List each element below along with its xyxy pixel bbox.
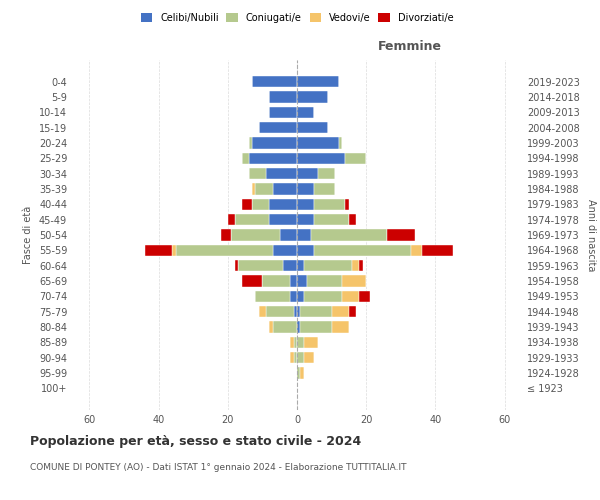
Bar [304, 290, 342, 302]
Bar [252, 198, 269, 210]
Bar [297, 260, 304, 272]
Bar [297, 352, 304, 364]
Bar [297, 198, 314, 210]
Bar [297, 322, 301, 333]
Bar [349, 214, 356, 226]
Bar [304, 336, 318, 348]
Bar [297, 137, 338, 148]
Text: COMUNE DI PONTEY (AO) - Dati ISTAT 1° gennaio 2024 - Elaborazione TUTTITALIA.IT: COMUNE DI PONTEY (AO) - Dati ISTAT 1° ge… [30, 463, 407, 472]
Bar [293, 336, 297, 348]
Bar [273, 322, 297, 333]
Bar [273, 183, 297, 194]
Bar [231, 229, 280, 241]
Bar [297, 106, 314, 118]
Bar [262, 276, 290, 287]
Bar [346, 198, 349, 210]
Bar [269, 106, 297, 118]
Bar [297, 122, 328, 134]
Bar [266, 306, 293, 318]
Legend: Celibi/Nubili, Coniugati/e, Vedovi/e, Divorziati/e: Celibi/Nubili, Coniugati/e, Vedovi/e, Di… [137, 9, 457, 26]
Bar [297, 276, 307, 287]
Bar [297, 152, 346, 164]
Bar [290, 276, 297, 287]
Bar [269, 198, 297, 210]
Bar [297, 76, 338, 88]
Bar [248, 152, 297, 164]
Bar [238, 260, 283, 272]
Bar [252, 76, 297, 88]
Bar [304, 352, 314, 364]
Bar [338, 137, 342, 148]
Bar [314, 244, 411, 256]
Bar [252, 137, 297, 148]
Bar [242, 276, 262, 287]
Bar [266, 168, 297, 179]
Bar [248, 168, 266, 179]
Y-axis label: Anni di nascita: Anni di nascita [586, 199, 596, 271]
Bar [297, 336, 304, 348]
Bar [172, 244, 176, 256]
Bar [228, 214, 235, 226]
Bar [301, 368, 304, 379]
Bar [314, 214, 349, 226]
Bar [293, 352, 297, 364]
Bar [269, 214, 297, 226]
Bar [297, 290, 304, 302]
Bar [293, 306, 297, 318]
Bar [280, 229, 297, 241]
Bar [411, 244, 422, 256]
Bar [145, 244, 172, 256]
Bar [422, 244, 453, 256]
Bar [235, 260, 238, 272]
Bar [176, 244, 273, 256]
Bar [297, 229, 311, 241]
Bar [297, 168, 318, 179]
Bar [359, 260, 363, 272]
Bar [269, 91, 297, 102]
Bar [307, 276, 342, 287]
Y-axis label: Fasce di età: Fasce di età [23, 206, 33, 264]
Bar [332, 322, 349, 333]
Bar [242, 198, 252, 210]
Bar [242, 152, 248, 164]
Bar [252, 183, 256, 194]
Bar [248, 137, 252, 148]
Bar [283, 260, 297, 272]
Bar [221, 229, 231, 241]
Bar [359, 290, 370, 302]
Bar [318, 168, 335, 179]
Bar [301, 322, 332, 333]
Text: Femmine: Femmine [377, 40, 442, 52]
Bar [352, 260, 359, 272]
Bar [349, 306, 356, 318]
Bar [297, 368, 301, 379]
Bar [297, 214, 314, 226]
Bar [273, 244, 297, 256]
Bar [304, 260, 352, 272]
Bar [311, 229, 387, 241]
Bar [259, 122, 297, 134]
Bar [346, 152, 366, 164]
Bar [314, 198, 346, 210]
Bar [387, 229, 415, 241]
Bar [290, 336, 293, 348]
Bar [301, 306, 332, 318]
Bar [256, 183, 273, 194]
Bar [235, 214, 269, 226]
Bar [297, 244, 314, 256]
Bar [269, 322, 273, 333]
Bar [297, 91, 328, 102]
Bar [297, 183, 314, 194]
Bar [314, 183, 335, 194]
Bar [297, 306, 301, 318]
Bar [332, 306, 349, 318]
Bar [290, 290, 297, 302]
Bar [256, 290, 290, 302]
Bar [342, 276, 366, 287]
Bar [342, 290, 359, 302]
Bar [259, 306, 266, 318]
Bar [290, 352, 293, 364]
Text: Popolazione per età, sesso e stato civile - 2024: Popolazione per età, sesso e stato civil… [30, 435, 361, 448]
